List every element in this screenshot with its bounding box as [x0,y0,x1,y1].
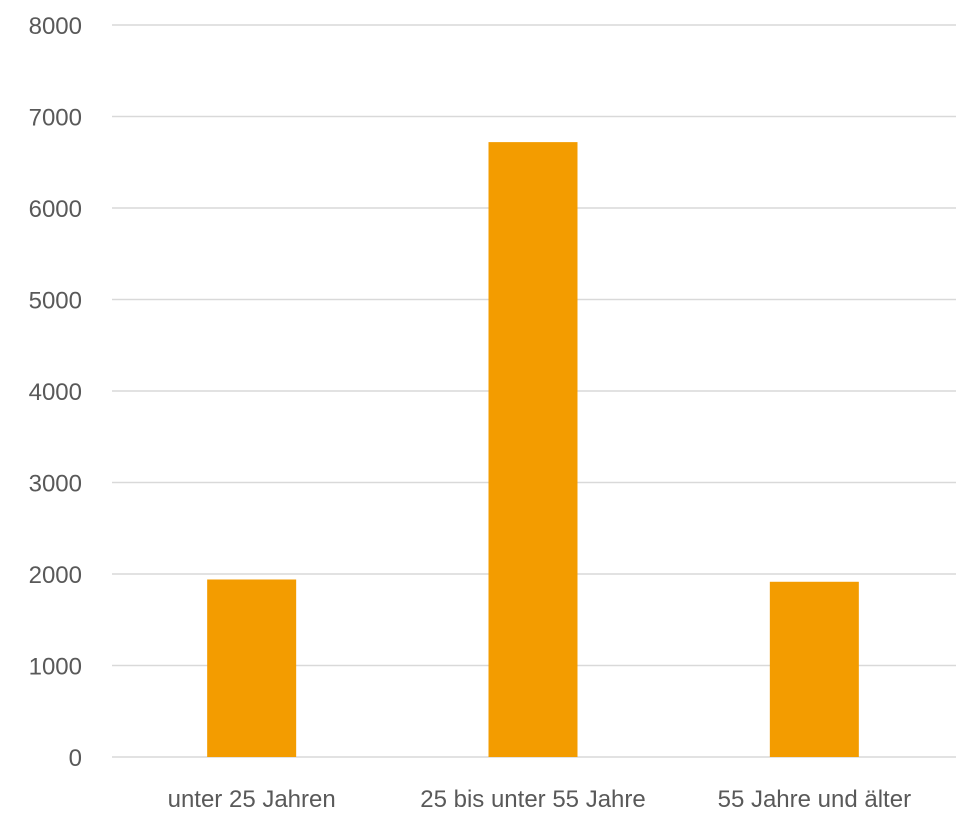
bar-0 [207,579,297,757]
y-tick-label: 3000 [29,471,82,498]
x-axis-category-labels: unter 25 Jahren 25 bis unter 55 Jahre 55 J… [168,786,911,813]
bar-1 [488,142,578,757]
y-tick-label: 7000 [29,105,82,132]
y-tick-label: 1000 [29,654,82,681]
bar-2 [769,581,859,757]
y-tick-label: 4000 [29,379,82,406]
bars [207,142,859,757]
y-tick-label: 0 [69,745,82,772]
y-tick-label: 5000 [29,288,82,315]
y-axis-tick-labels: 0 1000 2000 3000 4000 5000 6000 7000 8000 [29,13,82,772]
y-tick-label: 6000 [29,196,82,223]
x-category-label: 55 Jahre und älter [718,786,911,813]
y-tick-label: 8000 [29,13,82,40]
x-category-label: unter 25 Jahren [168,786,336,813]
y-tick-label: 2000 [29,562,82,589]
x-category-label: 25 bis unter 55 Jahre [420,786,645,813]
